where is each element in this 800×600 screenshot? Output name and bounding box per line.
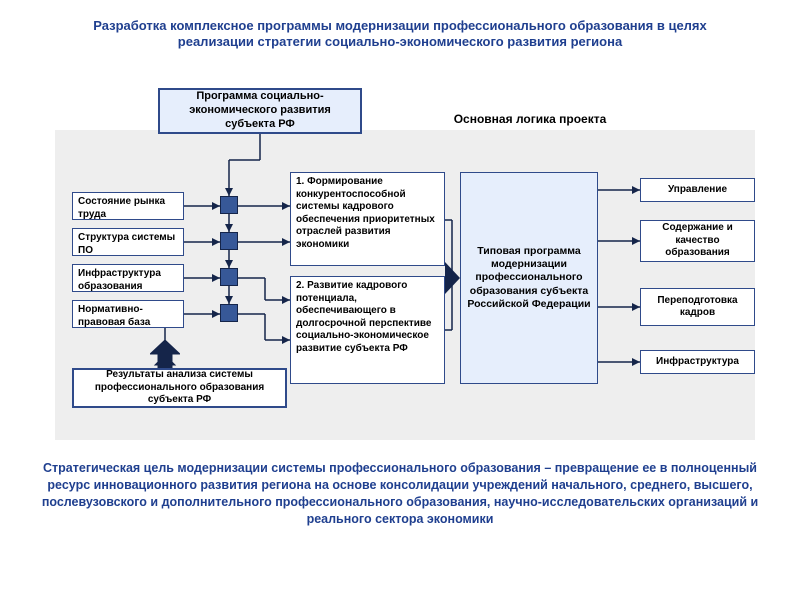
input-labor-market: Состояние рынка труда [72,192,184,220]
input-edu-infrastructure: Инфраструктура образования [72,264,184,292]
output-infrastructure: Инфраструктура [640,350,755,374]
node-square-4 [220,304,238,322]
output-retraining: Переподготовка кадров [640,288,755,326]
up-arrow-icon [150,340,180,368]
output-content-quality: Содержание и качество образования [640,220,755,262]
node-square-3 [220,268,238,286]
middle-box-1: 1. Формирование конкурентоспособной сист… [290,172,445,266]
input-legal-base: Нормативно-правовая база [72,300,184,328]
strategic-goal-text: Стратегическая цель модернизации системы… [40,460,760,528]
analysis-results-box: Результаты анализа системы профессиональ… [72,368,287,408]
output-management: Управление [640,178,755,202]
node-square-2 [220,232,238,250]
typical-program-box: Типовая программа модернизации профессио… [460,172,598,384]
page-title: Разработка комплексное программы модерни… [60,18,740,51]
section-label: Основная логика проекта [400,112,660,126]
middle-box-2: 2. Развитие кадрового потенциала, обеспе… [290,276,445,384]
node-square-1 [220,196,238,214]
footer-lead: Стратегическая цель модернизации системы… [43,461,541,475]
input-po-structure: Структура системы ПО [72,228,184,256]
program-socio-economic-box: Программа социально-экономического разви… [158,88,362,134]
